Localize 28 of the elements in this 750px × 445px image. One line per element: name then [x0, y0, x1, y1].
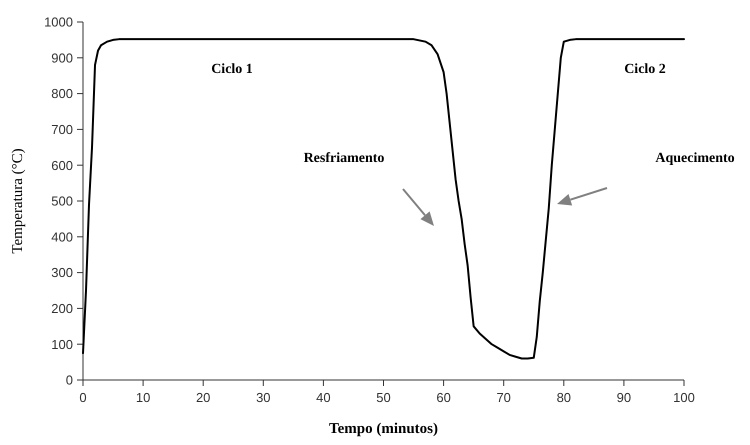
x-tick-label: 50: [376, 390, 391, 405]
y-tick-label: 200: [51, 300, 73, 316]
x-tick-label: 90: [616, 390, 632, 405]
y-tick-label: 1000: [44, 14, 73, 30]
y-tick-label: 900: [51, 50, 73, 66]
x-tick-label: 0: [79, 390, 87, 405]
y-tick-label: 600: [51, 158, 73, 173]
annotation: Aquecimento: [655, 150, 735, 166]
x-axis-title: Tempo (minutos): [328, 421, 438, 437]
x-tick-label: 30: [256, 390, 271, 405]
x-tick-label: 40: [316, 390, 331, 405]
y-tick-label: 0: [66, 372, 73, 388]
x-tick-label: 20: [196, 390, 210, 405]
y-tick-label: 400: [51, 229, 73, 244]
annotation: Ciclo 1: [211, 62, 253, 77]
annotation: Resfriamento: [304, 150, 384, 166]
x-tick-label: 60: [436, 390, 451, 405]
x-tick-label: 10: [136, 390, 150, 405]
annotation: Ciclo 2: [624, 62, 666, 77]
x-tick-label: 100: [673, 390, 695, 405]
y-tick-label: 800: [51, 86, 73, 102]
y-tick-label: 500: [51, 194, 73, 209]
x-tick-label: 70: [496, 390, 511, 405]
x-tick-label: 80: [556, 390, 572, 405]
y-axis-title: Temperatura (°C): [10, 148, 26, 254]
y-tick-label: 100: [51, 336, 73, 352]
y-tick-label: 300: [51, 265, 73, 280]
y-tick-label: 700: [51, 122, 73, 137]
